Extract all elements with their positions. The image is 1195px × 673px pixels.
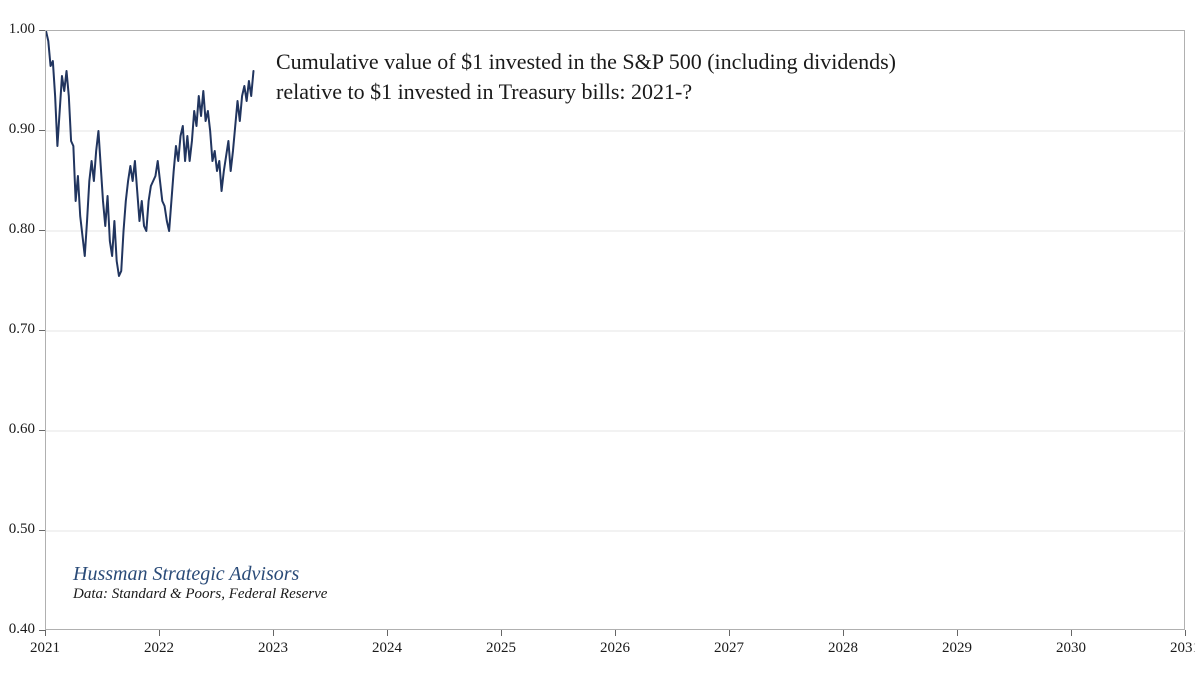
y-tick-label: 0.40 [0, 621, 35, 638]
y-tick-label: 0.50 [0, 521, 35, 538]
x-tick-label: 2027 [699, 640, 759, 657]
x-tick [843, 630, 844, 636]
y-tick-label: 0.70 [0, 321, 35, 338]
x-tick [159, 630, 160, 636]
x-tick-label: 2021 [15, 640, 75, 657]
chart-title-line: Cumulative value of $1 invested in the S… [276, 47, 896, 77]
y-tick-label: 0.80 [0, 221, 35, 238]
plot-area: Cumulative value of $1 invested in the S… [45, 30, 1185, 630]
x-tick-label: 2031 [1155, 640, 1195, 657]
x-tick [387, 630, 388, 636]
x-tick [501, 630, 502, 636]
x-tick-label: 2023 [243, 640, 303, 657]
y-tick [39, 230, 45, 231]
attribution: Hussman Strategic Advisors Data: Standar… [73, 563, 327, 603]
series-line [46, 31, 253, 276]
y-tick [39, 530, 45, 531]
x-tick-label: 2029 [927, 640, 987, 657]
attribution-sub: Data: Standard & Poors, Federal Reserve [73, 586, 327, 603]
chart-title: Cumulative value of $1 invested in the S… [276, 47, 896, 106]
x-tick [615, 630, 616, 636]
y-tick [39, 130, 45, 131]
x-tick-label: 2022 [129, 640, 189, 657]
y-tick [39, 30, 45, 31]
y-tick [39, 430, 45, 431]
x-tick-label: 2030 [1041, 640, 1101, 657]
y-tick-label: 1.00 [0, 21, 35, 38]
x-tick [45, 630, 46, 636]
x-tick-label: 2024 [357, 640, 417, 657]
x-tick [273, 630, 274, 636]
x-tick-label: 2028 [813, 640, 873, 657]
chart-title-line: relative to $1 invested in Treasury bill… [276, 77, 896, 107]
y-tick-label: 0.90 [0, 121, 35, 138]
plot-svg [46, 31, 1186, 631]
x-tick [1185, 630, 1186, 636]
y-tick-label: 0.60 [0, 421, 35, 438]
x-tick [729, 630, 730, 636]
attribution-main: Hussman Strategic Advisors [73, 563, 327, 586]
x-tick [957, 630, 958, 636]
x-tick [1071, 630, 1072, 636]
y-tick [39, 330, 45, 331]
x-tick-label: 2025 [471, 640, 531, 657]
chart-canvas: Cumulative value of $1 invested in the S… [0, 0, 1195, 673]
x-tick-label: 2026 [585, 640, 645, 657]
